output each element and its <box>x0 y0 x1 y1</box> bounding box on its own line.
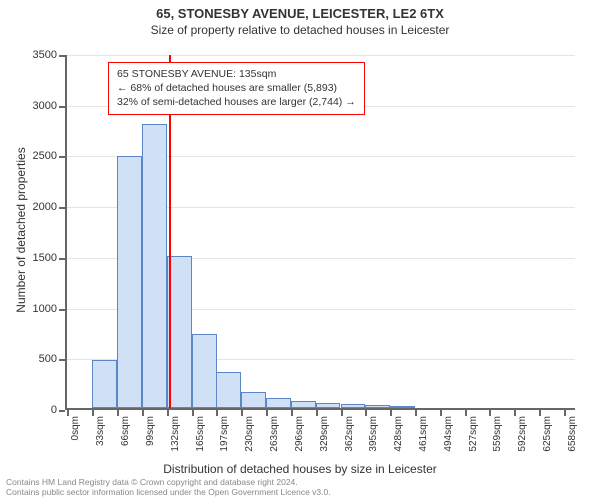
x-tick <box>67 410 69 416</box>
x-tick <box>241 410 243 416</box>
histogram-bar <box>390 406 415 408</box>
x-tick-label: 428sqm <box>393 416 404 452</box>
histogram-bar <box>117 156 142 408</box>
y-tick-label: 3500 <box>33 49 57 61</box>
x-tick-label: 263sqm <box>269 416 280 452</box>
x-tick <box>192 410 194 416</box>
x-tick-label: 527sqm <box>468 416 479 452</box>
x-tick-label: 296sqm <box>294 416 305 452</box>
y-tick-label: 1000 <box>33 303 57 315</box>
x-tick-label: 33sqm <box>95 416 106 446</box>
y-tick-label: 3000 <box>33 100 57 112</box>
x-tick-label: 132sqm <box>170 416 181 452</box>
histogram-bar <box>341 404 366 408</box>
y-tick <box>59 359 65 361</box>
footer-line-2: Contains public sector information licen… <box>6 488 331 498</box>
x-tick <box>291 410 293 416</box>
x-tick-label: 592sqm <box>517 416 528 452</box>
y-tick-label: 0 <box>51 404 57 416</box>
x-tick <box>465 410 467 416</box>
y-tick-label: 500 <box>39 353 57 365</box>
histogram-bar <box>216 372 241 409</box>
x-tick-label: 230sqm <box>244 416 255 452</box>
histogram-bar <box>365 405 390 408</box>
y-tick <box>59 207 65 209</box>
x-tick <box>316 410 318 416</box>
y-tick <box>59 258 65 260</box>
x-tick-label: 625sqm <box>542 416 553 452</box>
histogram-bar <box>316 403 341 408</box>
info-line-2: ← 68% of detached houses are smaller (5,… <box>117 81 356 95</box>
x-tick <box>216 410 218 416</box>
x-tick-label: 165sqm <box>195 416 206 452</box>
x-tick-label: 197sqm <box>219 416 230 452</box>
histogram-bar <box>241 392 266 408</box>
x-axis-title: Distribution of detached houses by size … <box>0 462 600 476</box>
grid-line <box>67 55 575 56</box>
x-tick <box>440 410 442 416</box>
x-tick-label: 494sqm <box>443 416 454 452</box>
chart-title: 65, STONESBY AVENUE, LEICESTER, LE2 6TX <box>0 0 600 21</box>
histogram-bar <box>192 334 217 408</box>
chart-subtitle: Size of property relative to detached ho… <box>0 21 600 37</box>
x-tick <box>341 410 343 416</box>
x-tick-label: 658sqm <box>567 416 578 452</box>
x-tick-label: 66sqm <box>120 416 131 446</box>
x-tick <box>92 410 94 416</box>
histogram-bar <box>92 360 117 408</box>
chart-container: 65, STONESBY AVENUE, LEICESTER, LE2 6TX … <box>0 0 600 500</box>
footer-attribution: Contains HM Land Registry data © Crown c… <box>6 478 331 498</box>
x-tick-label: 461sqm <box>418 416 429 452</box>
y-tick-label: 2000 <box>33 201 57 213</box>
y-axis-title: Number of detached properties <box>14 147 28 312</box>
histogram-bar <box>266 398 291 408</box>
x-tick-label: 0sqm <box>70 416 81 440</box>
x-tick-label: 329sqm <box>319 416 330 452</box>
y-tick-label: 1500 <box>33 252 57 264</box>
info-line-3: 32% of semi-detached houses are larger (… <box>117 95 356 109</box>
info-box: 65 STONESBY AVENUE: 135sqm ← 68% of deta… <box>108 62 365 115</box>
x-tick <box>415 410 417 416</box>
x-tick <box>514 410 516 416</box>
x-tick <box>167 410 169 416</box>
x-tick-label: 99sqm <box>145 416 156 446</box>
x-tick-label: 362sqm <box>344 416 355 452</box>
info-line-1: 65 STONESBY AVENUE: 135sqm <box>117 67 356 81</box>
x-tick <box>117 410 119 416</box>
y-tick <box>59 410 65 412</box>
y-tick-label: 2500 <box>33 150 57 162</box>
x-tick <box>142 410 144 416</box>
x-tick-label: 395sqm <box>368 416 379 452</box>
histogram-bar <box>291 401 316 408</box>
y-tick <box>59 55 65 57</box>
y-tick <box>59 106 65 108</box>
y-tick <box>59 156 65 158</box>
x-tick <box>266 410 268 416</box>
x-tick-label: 559sqm <box>492 416 503 452</box>
x-tick <box>539 410 541 416</box>
x-tick <box>564 410 566 416</box>
histogram-bar <box>142 124 167 408</box>
y-tick <box>59 309 65 311</box>
